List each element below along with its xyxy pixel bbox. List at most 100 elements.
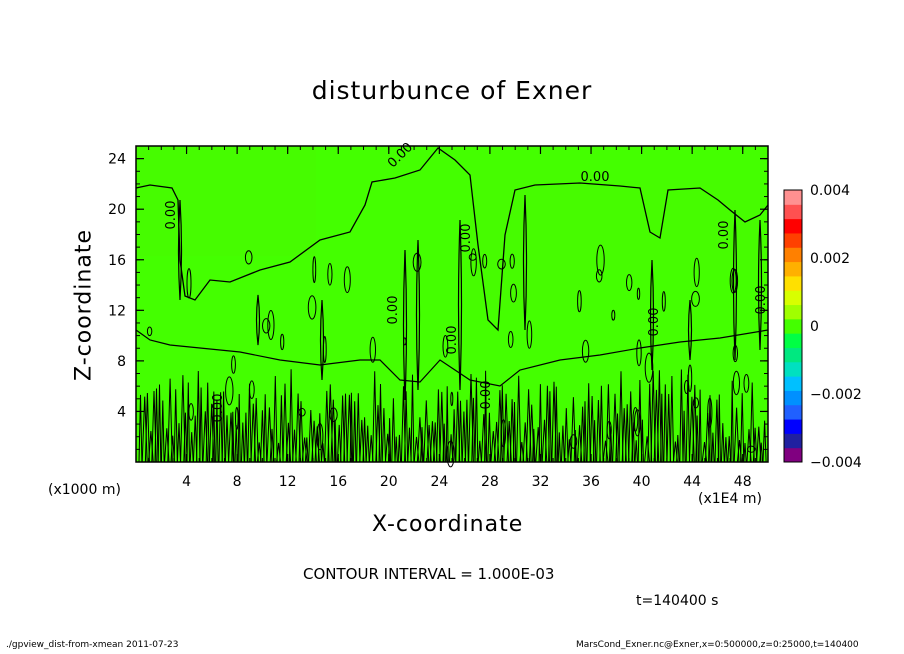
contour-spike [372,371,378,463]
contour-spike [365,425,370,463]
contour-cell [450,391,454,407]
contour-cell [691,290,700,307]
y-tick-label: 16 [108,253,126,269]
contour-spike [647,383,653,463]
contour-spike [381,408,387,463]
contour-spike [589,395,595,463]
contour-spike [759,442,764,463]
contour-spike [461,411,466,463]
contour-spike [170,435,175,463]
contour-spike [618,371,624,463]
contour-region [136,146,316,256]
contour-spike [304,437,309,463]
contour-spike [407,427,412,463]
colorbar-swatch [784,419,802,434]
contour-spike [154,388,159,463]
contour-spike [458,400,463,463]
contour-line [135,147,769,332]
contour-label: 0.00 [717,221,732,250]
contour-spike [378,383,383,463]
contour-spike [160,400,165,463]
contour-cell [298,407,306,417]
contour-spike [192,415,198,463]
contour-cell [692,397,700,409]
contour-spike [317,413,322,463]
contour-column [415,239,421,391]
contour-column [522,194,528,331]
contour-column [255,294,261,346]
contour-spike [615,413,620,463]
contour-cell [186,268,192,299]
contour-spike [436,389,441,463]
contour-spike [394,436,398,463]
contour-cell [188,403,194,421]
contour-spike [682,410,686,463]
x-tick-label: 24 [430,474,448,490]
contour-cell [732,370,741,396]
contour-label: 0.00 [386,296,401,325]
x-tick-label: 12 [279,474,297,490]
colorbar-label: −0.002 [810,387,862,403]
colorbar-swatch [784,333,802,348]
x-tick-label: 20 [380,474,398,490]
contour-spike [679,369,684,463]
footer-left-text: ./gpview_dist-from-xmean 2011-07-23 [6,640,179,650]
y-tick-label: 4 [117,404,126,420]
contour-spike [308,409,314,463]
contour-label: 0.00 [754,286,769,315]
contour-spike [583,401,587,463]
contour-spike [352,401,357,463]
contour-cell [312,256,317,284]
contour-spike [602,440,609,463]
contour-spike [727,436,732,463]
contour-cell [595,269,603,283]
x-tick-label: 48 [734,474,752,490]
contour-spike [749,382,755,463]
contour-spike [183,412,188,463]
contour-cell [684,380,690,394]
contour-cell [307,295,317,320]
x-tick-label: 36 [582,474,600,490]
contour-spike [288,369,294,463]
contour-label: 0.00 [647,308,662,337]
contour-spike [573,429,577,463]
contour-label: 0.00 [479,381,494,410]
contour-spike [205,382,210,463]
colorbar-swatch [784,290,802,306]
time-label: t=140400 s [636,593,719,609]
contour-spike [240,422,245,463]
contour-lines: 0.00 0.00 0.00 0.00 0.00 0.00 0.00 0.00 0.00 0.00… [135,140,769,468]
contour-label: 0.00 [459,224,474,253]
colorbar-swatch [784,347,802,363]
contour-spike [592,420,597,463]
contour-spike [740,393,745,463]
contour-line [135,329,769,387]
y-tick-label: 24 [108,152,126,168]
contour-spike [695,415,699,463]
contour-spike [634,440,638,463]
contour-cell [636,287,641,300]
contour-cell [687,364,693,393]
contour-spike [404,391,409,463]
x-tick-label: 8 [233,474,242,490]
contour-spike [420,427,424,463]
contour-spike [644,436,650,463]
colorbar-swatch [784,232,802,248]
contour-spike [244,412,248,463]
colorbar-frame [783,189,803,463]
contour-spike [762,420,767,463]
contour-cell [509,253,515,269]
contour-spike [538,384,543,463]
contour-spike [480,414,487,463]
colorbar-swatch [784,390,802,406]
contour-spike [708,395,712,463]
contour-spike [720,423,725,463]
colorbar-swatch [784,218,802,234]
x-tick-label: 28 [481,474,499,490]
contour-cell [693,257,700,288]
contour-cell [577,290,582,313]
contour-cell [497,258,506,270]
x-tick-label: 16 [329,474,347,490]
contour-spike [186,382,190,463]
